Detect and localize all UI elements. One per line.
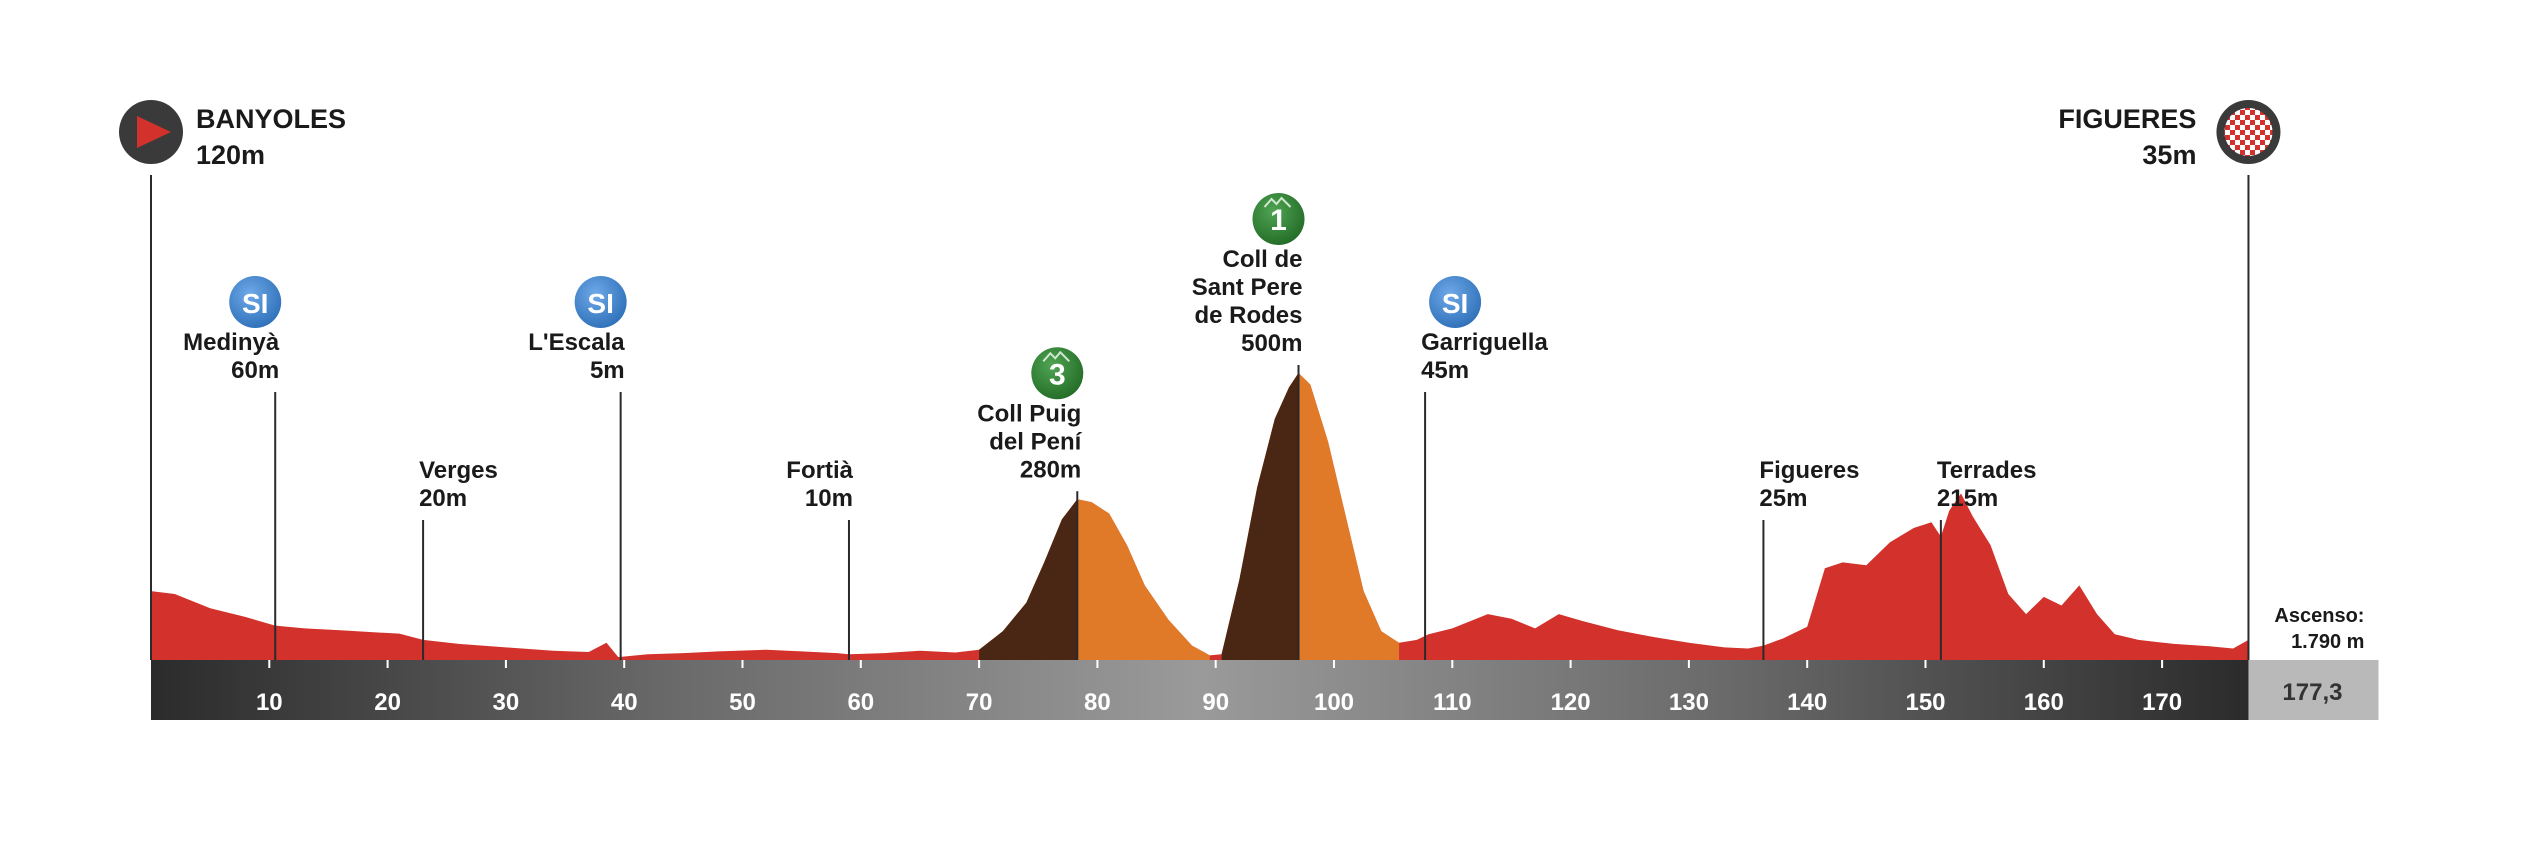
finish-marker	[2216, 100, 2281, 164]
x-tick-label: 170	[2142, 689, 2182, 716]
distance-bar: 10 20 30 40 50 60 70 80 90 100 110 120 130 140 150 160 1…	[151, 660, 2379, 720]
elevation-profile	[151, 373, 2249, 660]
badge-label: SI	[587, 288, 613, 319]
pass-name: Coll Puig	[977, 400, 1081, 427]
pass-name: Verges	[419, 457, 498, 484]
x-tick-label: 150	[1905, 689, 1945, 716]
start-arrow-icon	[137, 116, 171, 148]
badge-label: SI	[242, 288, 268, 319]
climb-category-badge: 1	[1252, 193, 1305, 245]
badge-label: SI	[1442, 288, 1468, 319]
finish-flag-icon	[2224, 108, 2273, 156]
pass-altitude: 280m	[1020, 456, 1081, 483]
pass-altitude: 5m	[590, 357, 625, 384]
sprint-badge-circle	[574, 276, 627, 328]
x-tick-label: 10	[256, 689, 283, 716]
pass-altitude: 215m	[1937, 485, 1998, 512]
badge-label: 1	[1270, 204, 1287, 237]
pass-altitude: 45m	[1421, 357, 1469, 384]
sprint-badge: SI	[574, 276, 627, 328]
x-tick-label: 90	[1202, 689, 1229, 716]
pass-name: Coll de	[1222, 246, 1302, 273]
x-tick-label: 100	[1314, 689, 1354, 716]
pass-markers	[150, 175, 2250, 660]
pass-name: del Pení	[989, 428, 1082, 455]
x-tick-label: 160	[2024, 689, 2064, 716]
pass-name: Fortià	[786, 457, 853, 484]
climb-coll-puig-del-peni-shade	[979, 499, 1078, 660]
pass-name: Figueres	[1759, 457, 1859, 484]
start-name: BANYOLES	[196, 104, 346, 134]
climb-category-badge: 3	[1031, 347, 1084, 400]
total-distance-value: 177,3	[2282, 679, 2342, 706]
x-tick-label: 20	[374, 689, 401, 716]
x-tick-label: 110	[1433, 689, 1472, 716]
climb-coll-de-sant-pere-de-rodes-shade	[1221, 373, 1299, 660]
pass-labels: Medinyà60mSIVerges20mL'Escala5mSIFortià1…	[183, 193, 2036, 512]
x-tick-label: 70	[966, 689, 993, 716]
x-tick-label: 80	[1084, 689, 1111, 716]
pass-name: Garriguella	[1421, 329, 1548, 356]
x-tick-label: 50	[729, 689, 756, 716]
sprint-badge-circle	[229, 276, 282, 328]
sprint-badge: SI	[1429, 276, 1482, 328]
start-marker	[119, 100, 183, 164]
finish-altitude: 35m	[2142, 140, 2196, 170]
badge-label: 3	[1049, 358, 1066, 391]
total-distance-box	[2248, 660, 2379, 720]
pass-altitude: 60m	[231, 357, 279, 384]
pass-name: de Rodes	[1194, 302, 1302, 329]
pass-name: Terrades	[1937, 457, 2037, 484]
pass-altitude: 25m	[1759, 485, 1807, 512]
ascent-label: Ascenso:	[2274, 605, 2364, 627]
distance-bar-track	[151, 660, 2249, 720]
x-tick-label: 60	[847, 689, 874, 716]
sprint-badge-circle	[1429, 276, 1482, 328]
start-altitude: 120m	[196, 140, 265, 170]
x-tick-label: 140	[1787, 689, 1827, 716]
road-profile-area	[151, 373, 2249, 660]
sprint-badge: SI	[229, 276, 282, 328]
mountain-icon	[1263, 196, 1292, 208]
pass-name: L'Escala	[528, 329, 625, 356]
x-tick-label: 40	[611, 689, 638, 716]
ascent-value: 1.790 m	[2291, 631, 2364, 653]
mountain-icon	[1042, 350, 1070, 362]
finish-name: FIGUERES	[2058, 104, 2196, 134]
x-tick-label: 30	[493, 689, 520, 716]
x-tick-label: 130	[1669, 689, 1709, 716]
pass-altitude: 500m	[1241, 330, 1302, 357]
pass-name: Medinyà	[183, 329, 280, 356]
x-tick-label: 120	[1551, 689, 1591, 716]
pass-name: Sant Pere	[1192, 274, 1303, 301]
pass-altitude: 10m	[805, 485, 853, 512]
pass-altitude: 20m	[419, 485, 467, 512]
